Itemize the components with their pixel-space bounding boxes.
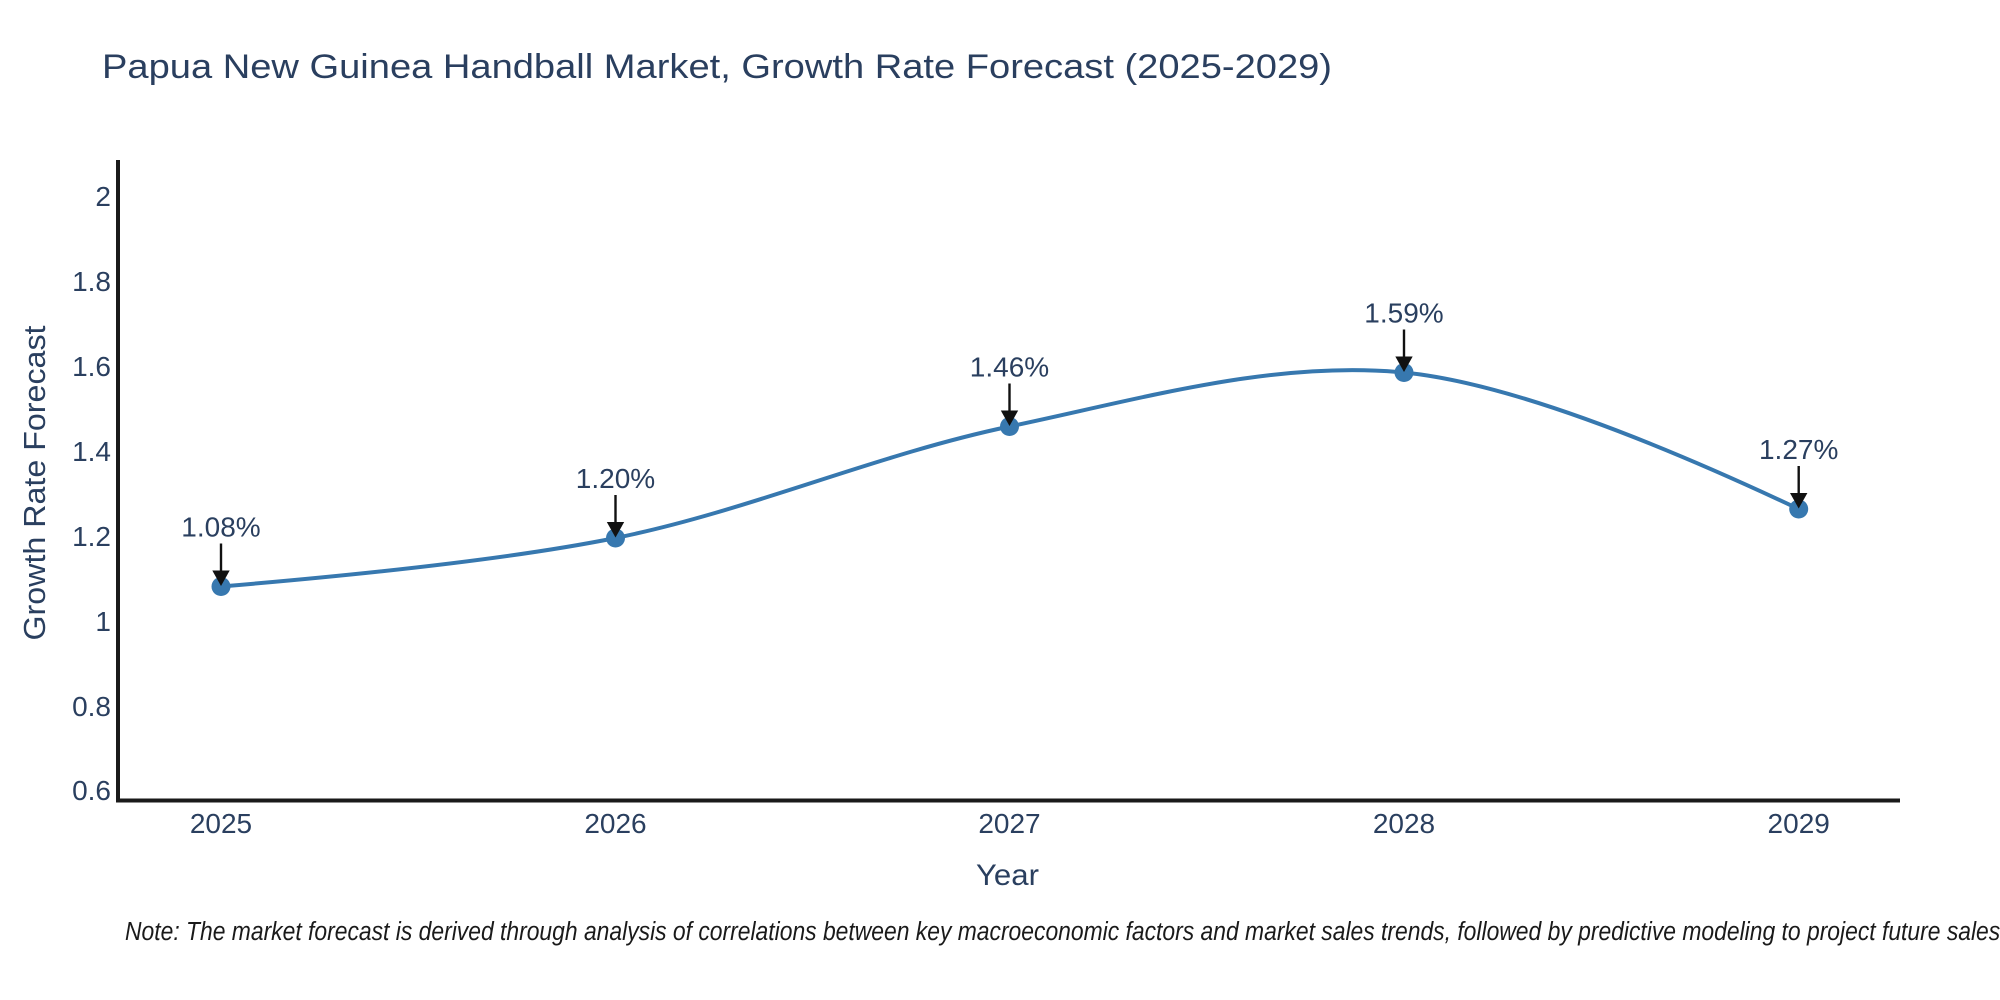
svg-text:2025: 2025 (190, 808, 252, 839)
svg-text:1.27%: 1.27% (1759, 434, 1838, 465)
svg-text:1.6: 1.6 (72, 351, 111, 382)
svg-text:1.08%: 1.08% (181, 512, 260, 543)
svg-text:2028: 2028 (1373, 808, 1435, 839)
svg-text:1.46%: 1.46% (970, 352, 1049, 383)
svg-text:Growth Rate Forecast: Growth Rate Forecast (17, 325, 52, 640)
svg-text:1.59%: 1.59% (1364, 298, 1443, 329)
svg-text:2027: 2027 (978, 808, 1040, 839)
svg-text:1.4: 1.4 (72, 436, 111, 467)
svg-text:2: 2 (95, 181, 111, 212)
svg-text:0.6: 0.6 (72, 775, 111, 806)
svg-text:2029: 2029 (1768, 808, 1830, 839)
svg-text:2026: 2026 (584, 808, 646, 839)
svg-text:1.8: 1.8 (72, 266, 111, 297)
svg-text:Note: The market forecast is d: Note: The market forecast is derived thr… (125, 918, 2000, 946)
svg-text:1: 1 (95, 606, 111, 637)
svg-text:Papua New Guinea Handball Mark: Papua New Guinea Handball Market, Growth… (102, 48, 1332, 86)
svg-text:0.8: 0.8 (72, 691, 111, 722)
svg-text:1.20%: 1.20% (576, 463, 655, 494)
svg-text:Year: Year (976, 859, 1039, 892)
svg-text:1.2: 1.2 (72, 521, 111, 552)
